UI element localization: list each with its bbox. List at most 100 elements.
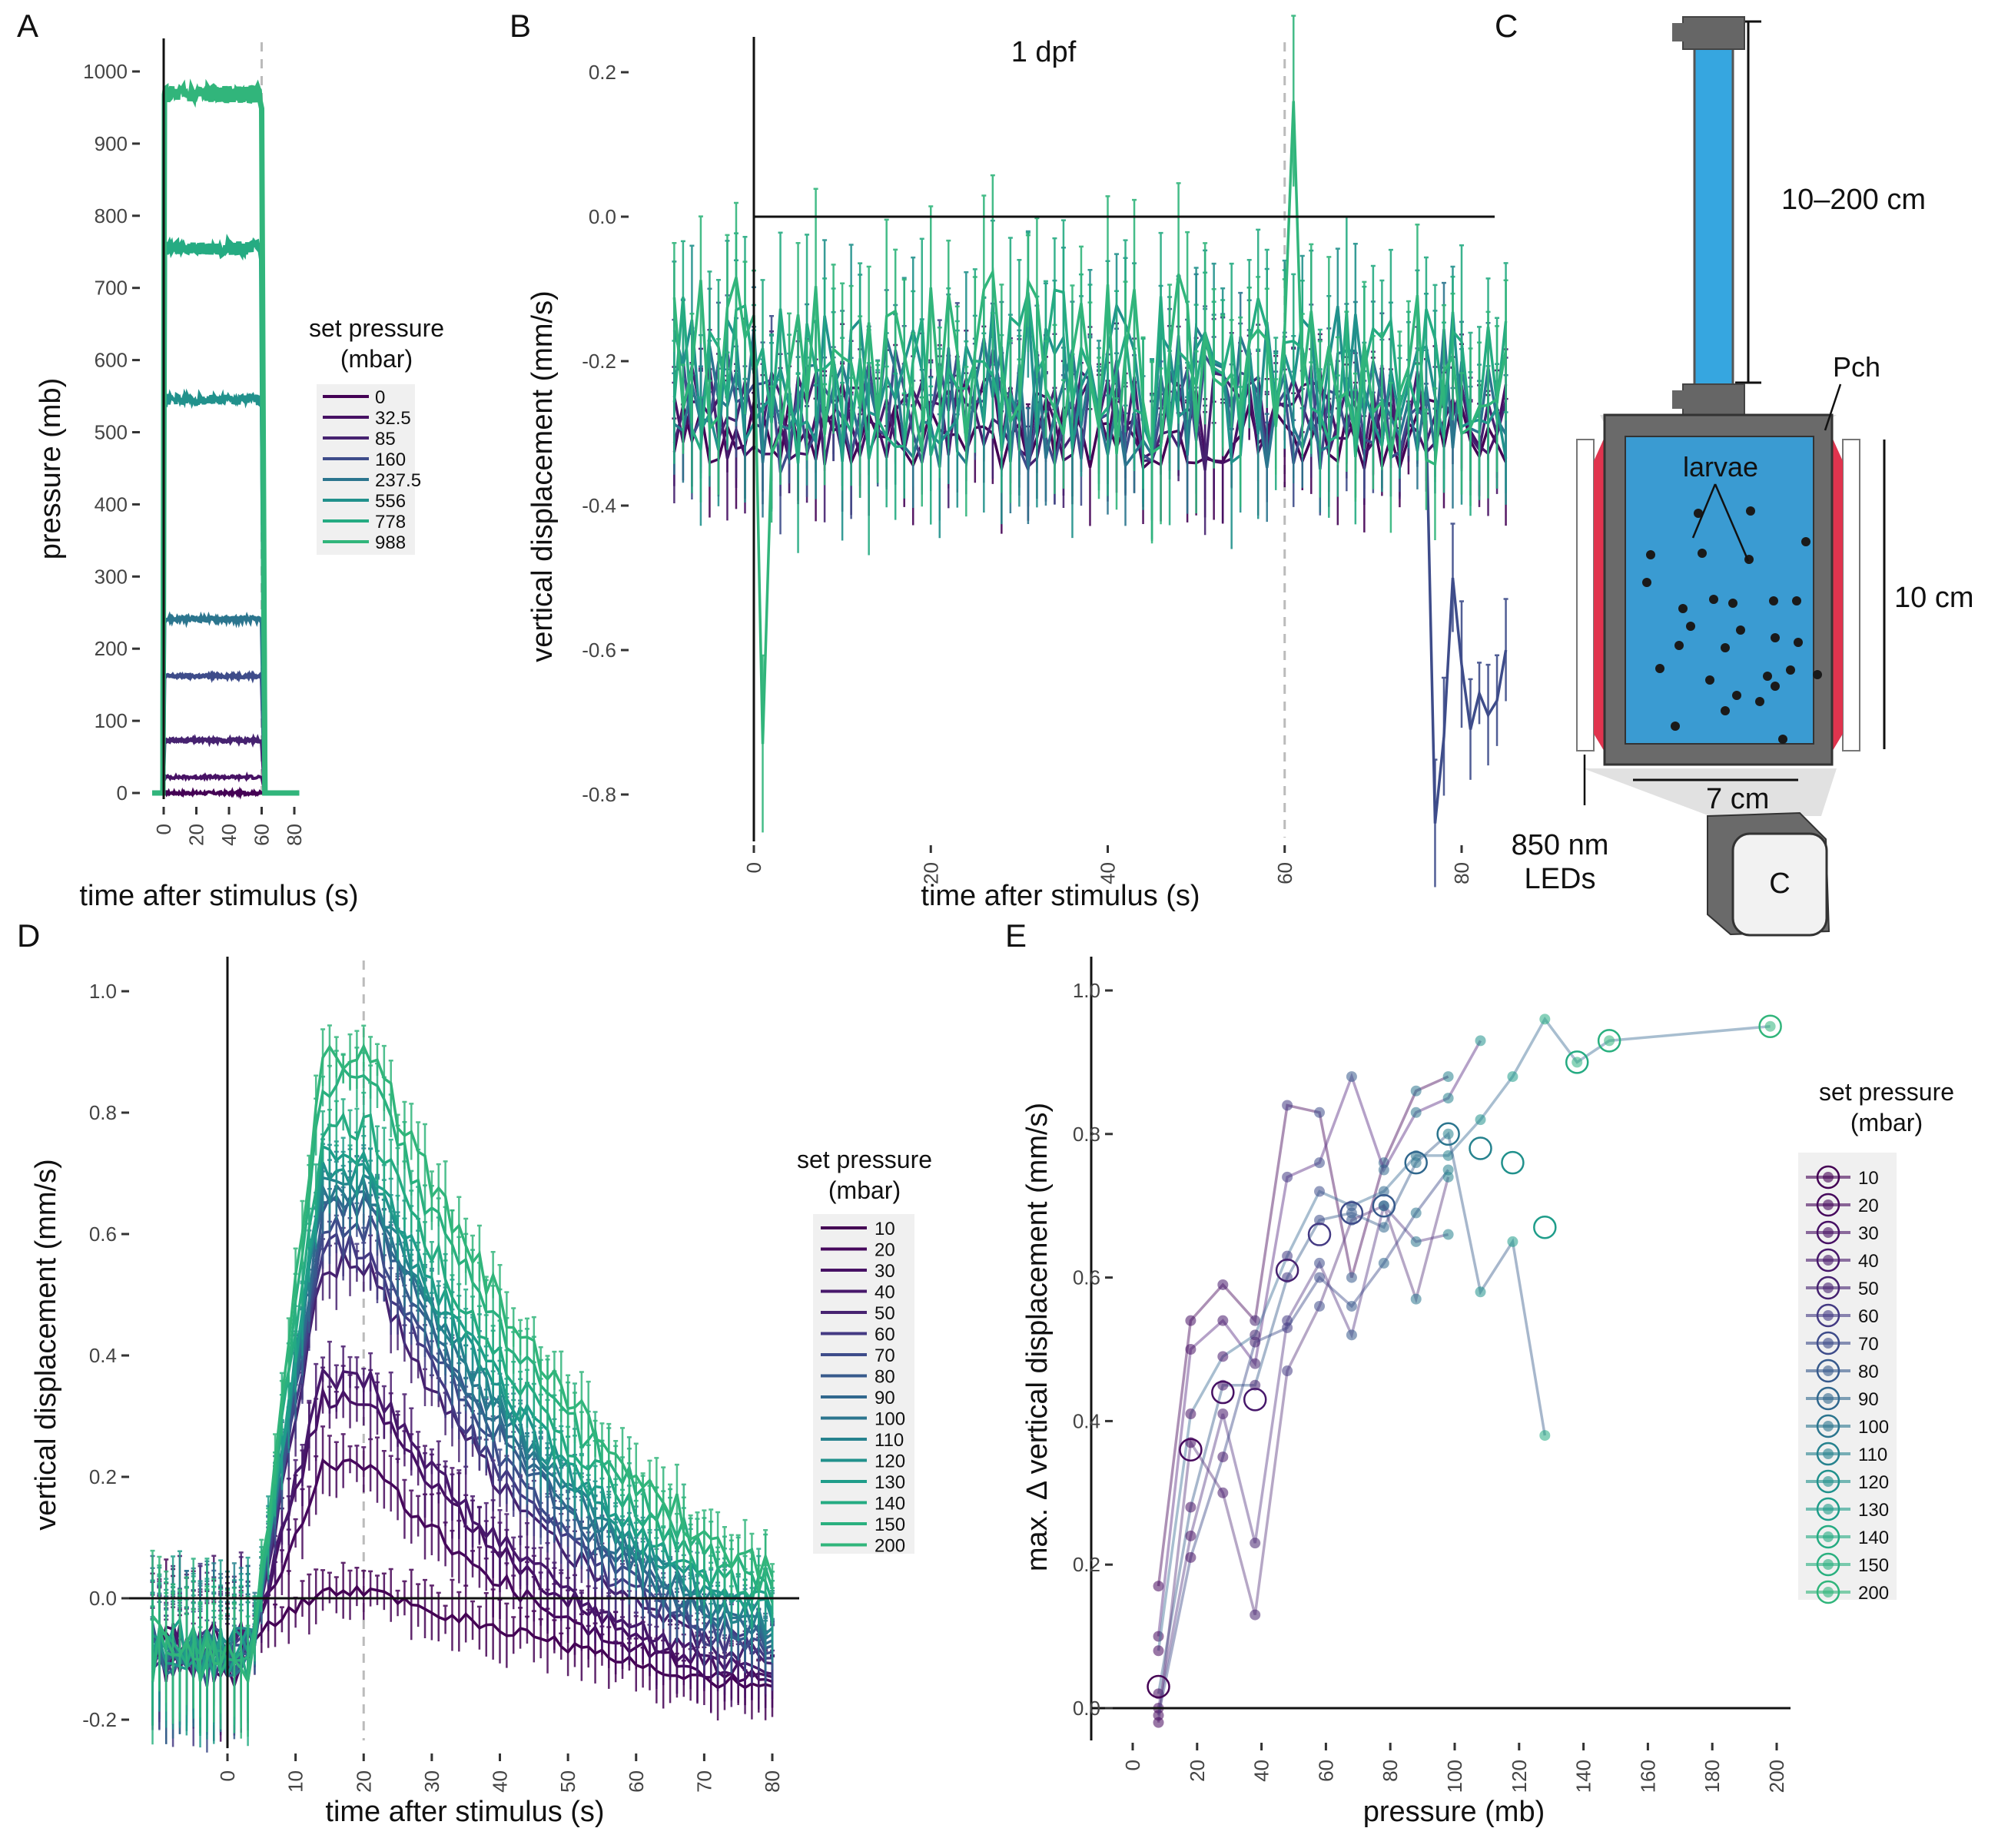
panel-e-replicate-point [1410,1207,1422,1219]
panel-e-replicate-point [1185,1551,1196,1563]
panel-e-mean-marker-70 [1339,1201,1364,1225]
panel-a-y-tick-label: 300 [95,565,128,588]
panel-e-mean-marker-30 [1211,1380,1235,1405]
panel-e-x-tick-label: 40 [1250,1760,1273,1782]
panel-e-legend-swatch-dot-30 [1823,1227,1834,1238]
panel-a-y-tick-label: 500 [95,421,128,444]
panel-d-errorbars-30 [150,1365,775,1736]
panel-e-replicate-point [1378,1200,1389,1212]
panel-e-replicate-point [1282,1100,1293,1111]
panel-d-legend: set pressure (mbar) 10203040506070809010… [797,1146,932,1557]
panel-d-x-tick-label: 80 [761,1770,784,1793]
panel-b-x-tick-label: 20 [919,862,942,884]
panel-e-mean-marker-200 [1758,1014,1782,1038]
panel-b-y-tick-label: -0.8 [582,783,616,806]
panel-d-x-tick-label: 60 [625,1770,648,1793]
panel-e-y-tick-label: 0.4 [1073,1409,1100,1432]
panel-e-replicate-point [1250,1609,1261,1621]
panel-a-y-tick-label: 0 [117,781,128,805]
panel-d-x-tick-label: 50 [556,1770,579,1793]
panel-e-x-tick-label: 100 [1443,1760,1466,1793]
panel-e-mean-marker-80 [1372,1193,1396,1218]
panel-a-legend-label-778: 778 [375,512,406,533]
panel-e-legend-swatch-dot-110 [1823,1448,1834,1459]
panel-e-legend-swatch-ring-150 [1816,1552,1840,1577]
camera-lens [1731,832,1828,937]
panel-e-mean-marker-20 [1179,1438,1203,1462]
panel-e-replicate-point [1442,1150,1454,1161]
panel-e-legend-swatch-dot-200 [1823,1587,1834,1598]
larva-dot [1746,506,1755,516]
panel-e-replicate-point [1475,1035,1486,1047]
panel-e-y-tick-label: 0.8 [1073,1123,1100,1146]
panel-e-y-tick-label: 0.2 [1073,1553,1100,1576]
panel-d-x-tick-label: 0 [216,1770,239,1781]
panel-d-y-tick-label: 0.6 [89,1223,117,1246]
larva-dot [1709,595,1718,604]
panel-e-replicate-point [1539,1430,1551,1442]
panel-b-x-tick-label: 60 [1273,862,1296,884]
panel-e-mean-marker-120 [1501,1150,1525,1175]
panel-e-legend-swatch-dot-40 [1823,1255,1834,1266]
panel-e-legend-swatch-dot-120 [1823,1476,1834,1487]
panel-e-replicate-point [1314,1186,1326,1197]
panel-e-y-tick-label: 0.6 [1073,1266,1100,1289]
panel-e-y-tick-label: 1.0 [1073,979,1100,1002]
panel-e-legend-swatch-ring-120 [1816,1469,1840,1494]
panel-a-legend-label-32.5: 32.5 [375,408,411,429]
panel-e-legend-swatch-ring-80 [1816,1359,1840,1383]
panel-b-x-tick-label: 0 [742,862,765,873]
panel-e-y-label: max. Δ vertical displacement (mm/s) [1021,1103,1054,1571]
panel-d-x-tick-label: 10 [284,1770,307,1793]
panel-e-replicate-point [1217,1452,1229,1463]
panel-e-replicate-point [1539,1014,1551,1025]
panel-d-y-tick-label: 0.0 [89,1587,117,1610]
panel-b-y-tick-label: 0.0 [589,205,616,228]
panel-e-x-tick-label: 0 [1121,1760,1144,1770]
panel-e-replicate-point [1314,1272,1326,1283]
panel-e-replicate-point [1442,1128,1454,1140]
led-label-line2: LEDs [1525,863,1596,895]
panel-letter-a: A [17,8,38,44]
panel-e-mean-marker-40 [1243,1388,1267,1412]
panel-e-replicate-point [1314,1214,1326,1226]
panel-b-x-tick-label: 40 [1097,862,1120,884]
panel-e-replicate-point [1250,1538,1261,1549]
panel-e-max-displacement-chart: 1.0 0.8 0.6 0.4 0.2 0.0 0 20 40 60 80 100 120 140 160 1… [1021,957,1954,1828]
panel-e-replicate-point [1217,1487,1229,1498]
panel-e-legend-label-70: 70 [1858,1334,1879,1355]
panel-e-replicate-point [1217,1408,1229,1420]
panel-a-legend-title-1: set pressure [309,314,444,342]
panel-a-y-tick-label: 400 [95,493,128,516]
panel-e-replicate-point [1250,1358,1261,1369]
panel-e-replicate-point [1217,1279,1229,1290]
panel-e-mean-marker-50 [1275,1259,1299,1282]
panel-a-y-label: pressure (mb) [35,378,67,560]
chamber-label: Pch [1833,351,1880,383]
panel-d-legend-label-140: 140 [875,1494,905,1515]
panel-e-replicate-point [1346,1300,1357,1312]
panel-d-legend-label-50: 50 [875,1303,895,1324]
panel-a-series-0 [152,786,300,800]
panel-a-series-988 [152,78,300,796]
panel-a-legend-label-556: 556 [375,491,406,512]
panel-a-y-tick-label: 600 [95,349,128,372]
panel-e-replicate-point [1185,1530,1196,1541]
panel-e-x-tick-label: 60 [1314,1760,1337,1782]
panel-e-replicate-line [1157,1040,1482,1637]
panel-e-y-tick-label: 0.0 [1073,1697,1100,1720]
panel-e-legend-label-60: 60 [1858,1306,1879,1327]
panel-d-series-150 [151,1066,774,1683]
panel-e-replicate-point [1410,1236,1422,1247]
panel-e-replicate-point [1282,1322,1293,1333]
panel-e-legend-swatch-ring-30 [1816,1220,1840,1245]
panel-e-replicate-point [1314,1157,1326,1169]
larva-dot [1674,641,1684,650]
larva-dot [1736,625,1745,635]
panel-e-legend-swatch-dot-150 [1823,1559,1834,1570]
larva-dot [1721,643,1730,652]
larva-dot [1728,599,1737,608]
panel-letter-d: D [17,917,40,954]
panel-e-replicate-point [1378,1186,1389,1197]
panel-e-replicate-point [1282,1171,1293,1183]
